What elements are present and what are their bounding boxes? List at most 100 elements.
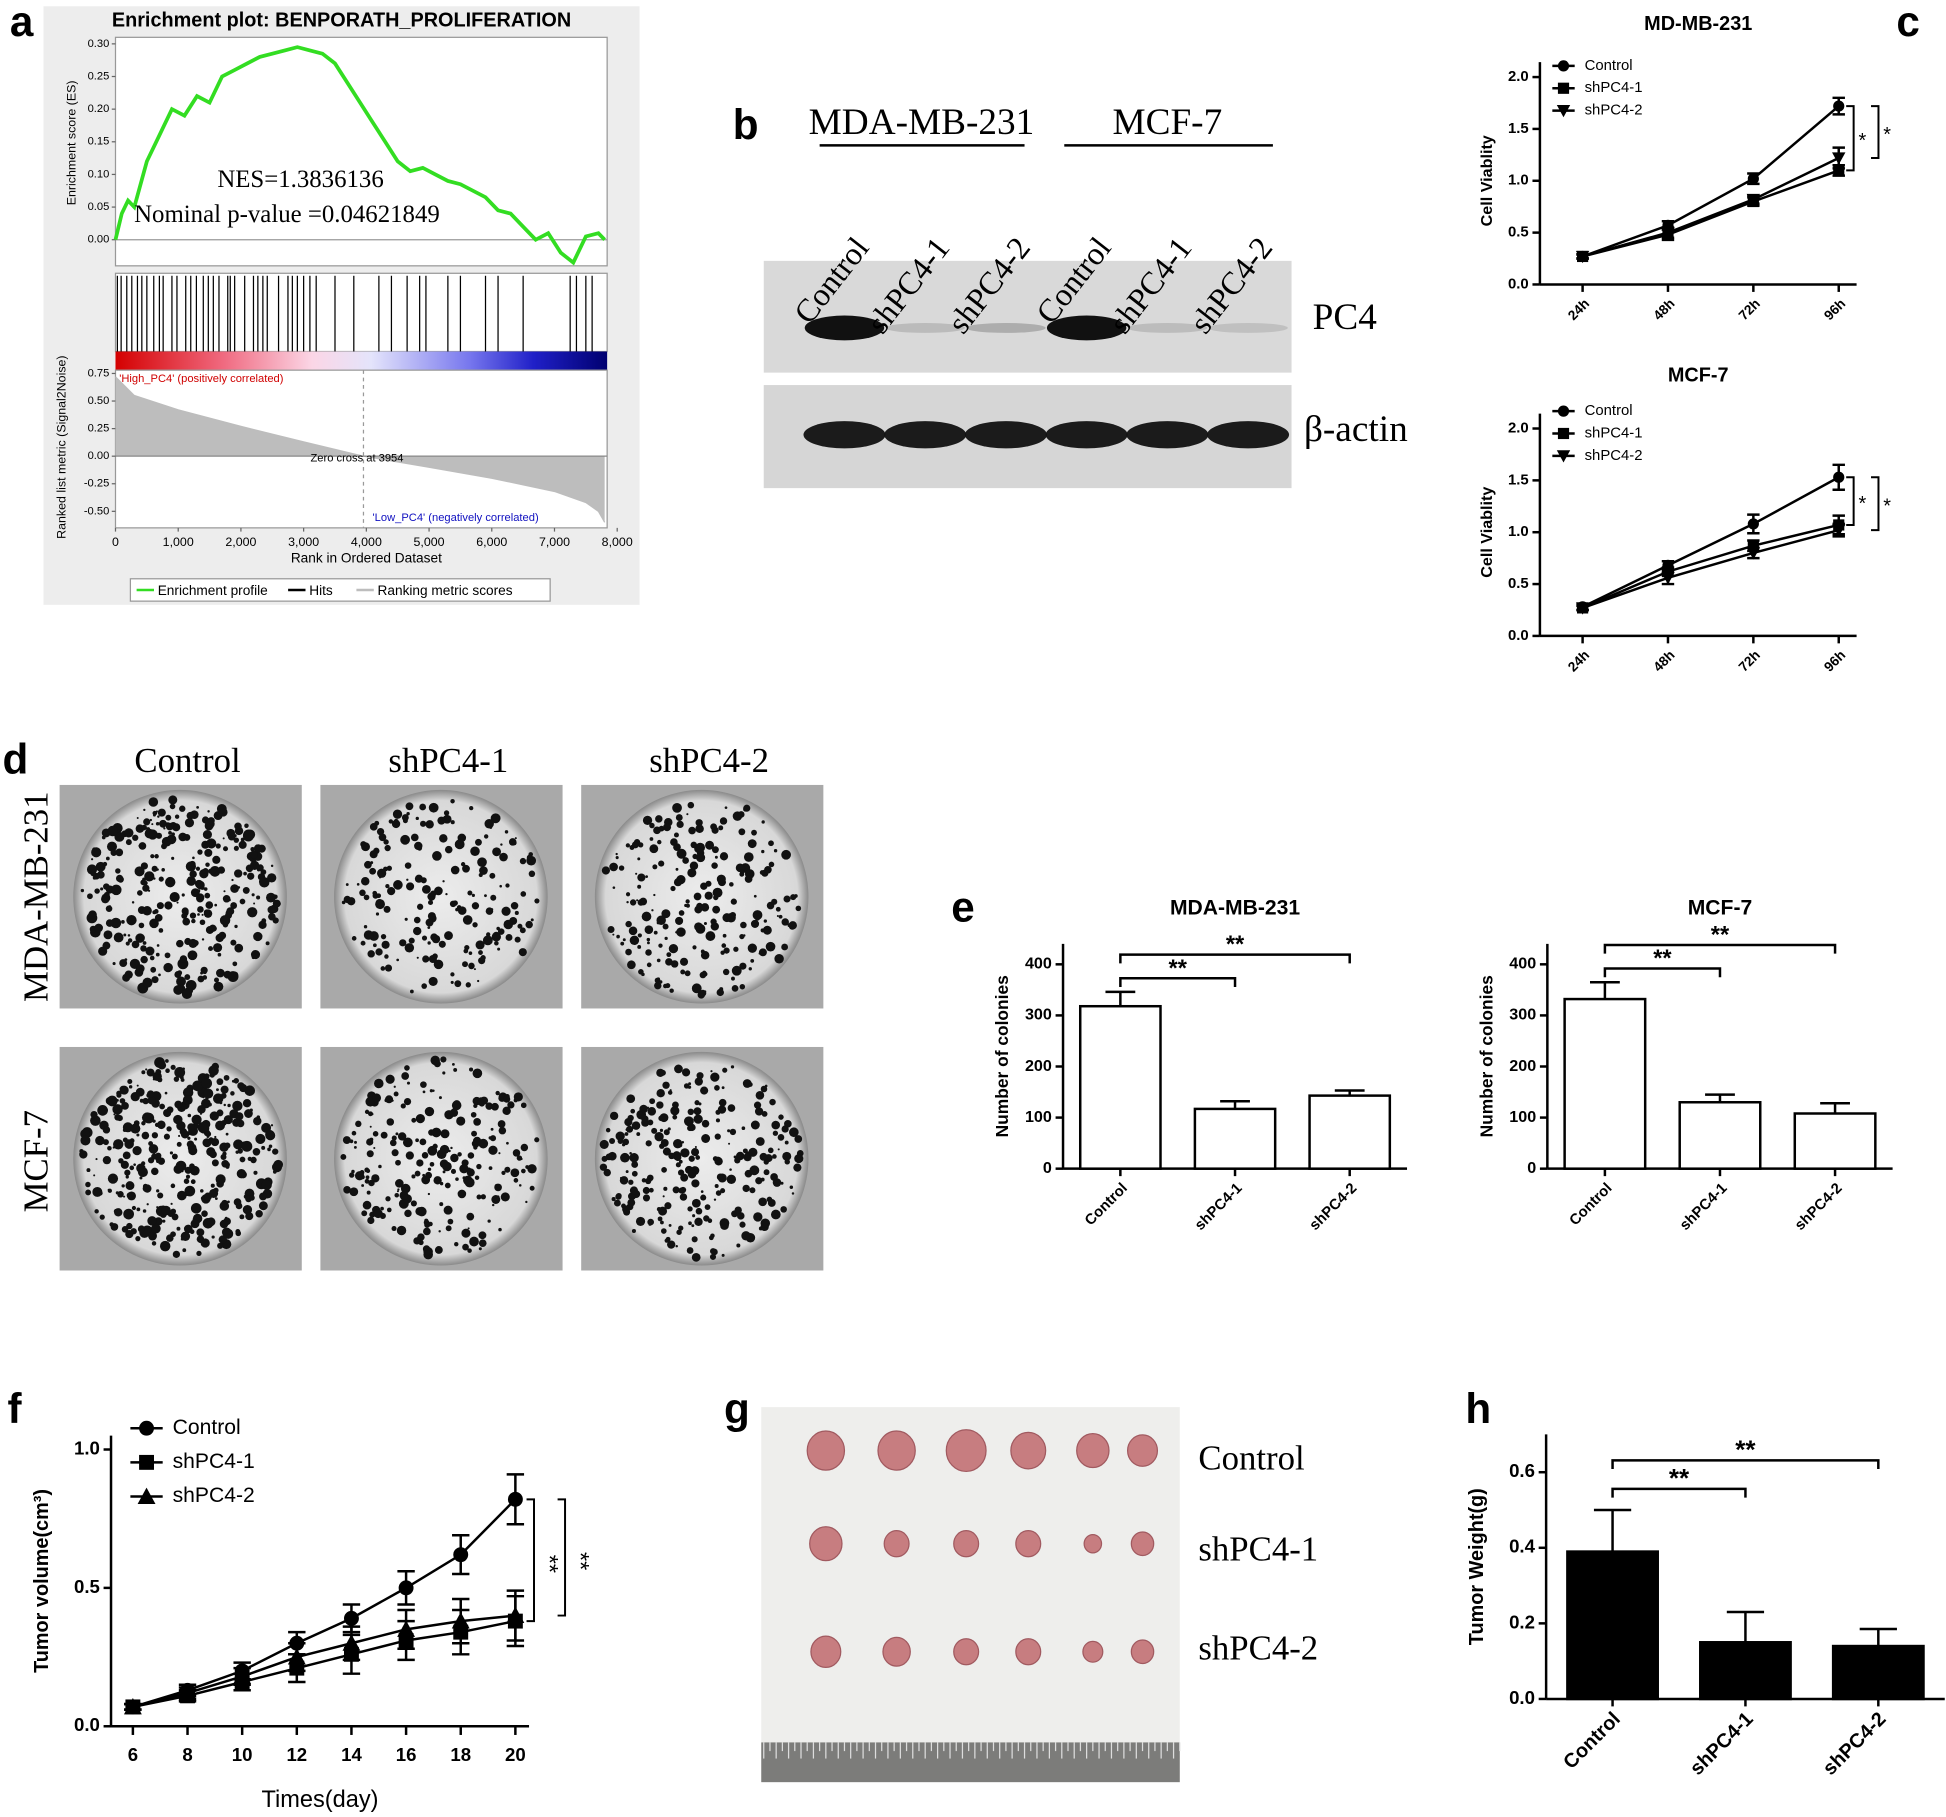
colony-dot: [347, 897, 356, 906]
colony-dot: [218, 931, 227, 940]
colony-dot: [660, 1228, 667, 1234]
colony-dot: [658, 943, 663, 948]
protein-label: PC4: [1313, 297, 1378, 338]
x-tick-label: 16: [396, 1744, 417, 1765]
x-tick-label: 20: [505, 1744, 526, 1765]
colony-dot: [201, 1098, 211, 1109]
colony-dot: [148, 797, 159, 807]
colony-dot: [378, 1164, 382, 1169]
colony-dot: [102, 1139, 109, 1146]
colony-dot: [351, 936, 357, 941]
colony-dot: [691, 983, 702, 994]
colony-dot: [699, 971, 707, 979]
colony-dot: [438, 1230, 441, 1233]
colony-dot: [185, 861, 196, 872]
colony-dot: [153, 909, 159, 914]
colony-dot: [169, 803, 176, 810]
colony-dot: [126, 914, 137, 926]
significance-label: **: [1169, 955, 1188, 981]
hits-area: [114, 272, 608, 353]
colony-dot: [504, 1166, 511, 1173]
colony-dot: [266, 892, 276, 903]
band: [1045, 421, 1128, 449]
colony-dot: [139, 1098, 144, 1103]
colony-dot: [205, 901, 214, 909]
colony-dot: [670, 1106, 680, 1116]
colony-dot: [442, 1170, 446, 1174]
colony-dot: [627, 960, 636, 970]
colony-dot: [103, 891, 110, 898]
colony-dot: [454, 1241, 459, 1247]
colony-dot: [705, 840, 715, 850]
bar: [1678, 1101, 1762, 1170]
colony-dot: [431, 1127, 442, 1138]
colony-dot: [759, 1152, 768, 1161]
legend-box: [129, 578, 551, 602]
colony-dot: [256, 1115, 261, 1119]
y-tick-label: 0.30: [88, 38, 110, 50]
colony-dot: [506, 1141, 509, 1145]
colony-dot: [143, 808, 146, 812]
colony-dot: [242, 1098, 252, 1108]
colony-dot: [404, 1209, 412, 1218]
colony-dot: [154, 854, 159, 859]
colony-dot: [93, 1174, 96, 1177]
colony-dot: [769, 1098, 776, 1106]
band: [885, 322, 965, 333]
colony-dot: [646, 962, 652, 968]
colony-dot: [157, 1192, 164, 1199]
colony-dot: [386, 865, 392, 871]
colony-dot: [678, 1159, 683, 1164]
colony-dot: [500, 1192, 510, 1202]
colony-dot: [679, 957, 689, 966]
colony-dot: [196, 805, 199, 809]
chart-title: MDA-MB-231: [1170, 897, 1300, 920]
colony-dot: [205, 1131, 212, 1137]
colony-dot: [664, 1202, 672, 1210]
colony-dot: [637, 945, 642, 949]
colony-dot: [761, 820, 765, 824]
colony-dot: [423, 1227, 431, 1236]
colony-dot: [253, 931, 263, 942]
colony-dot: [624, 1118, 633, 1127]
colony-dot: [185, 979, 197, 991]
colony-dot: [393, 1091, 399, 1097]
marker: [178, 1684, 197, 1701]
colony-dot: [393, 880, 403, 890]
colony-dot: [473, 968, 476, 971]
marker: [123, 1697, 142, 1715]
colony-dot: [150, 854, 155, 859]
colony-dot: [85, 1189, 92, 1196]
colony-dot: [243, 871, 247, 876]
y-axis-label: Number of colonies: [992, 975, 1012, 1137]
colony-dot: [159, 1240, 171, 1252]
colony-dot: [188, 1146, 198, 1156]
colony-dot: [129, 1165, 135, 1171]
colony-dot: [105, 919, 114, 927]
colony-dot: [86, 912, 98, 924]
colony-dot: [439, 1181, 444, 1186]
colony-dot: [789, 1127, 799, 1138]
tumor-row-label: shPC4-1: [1198, 1529, 1318, 1568]
colony-dot: [750, 958, 755, 963]
colony-dot: [655, 815, 663, 823]
colony-dot: [142, 977, 153, 988]
colony-dot: [190, 1202, 202, 1214]
colony-dot: [695, 1111, 699, 1116]
tumor: [877, 1430, 916, 1471]
colony-dot: [777, 1134, 785, 1141]
colony-dot: [191, 918, 196, 924]
colony-dot: [364, 1109, 370, 1115]
colony-dot: [754, 1107, 764, 1116]
colony-dot: [455, 907, 459, 912]
colony-dot: [127, 934, 131, 937]
colony-dot: [758, 948, 767, 957]
y-tick-label: 1.0: [1508, 173, 1529, 189]
colony-dot: [95, 1135, 105, 1146]
colony-dot: [715, 1190, 722, 1196]
x-tick-label: 14: [341, 1744, 362, 1765]
colony-dot: [237, 1148, 243, 1154]
colony-dot: [641, 911, 652, 922]
colony-dot: [609, 1111, 619, 1121]
colony-dot: [120, 1160, 129, 1169]
